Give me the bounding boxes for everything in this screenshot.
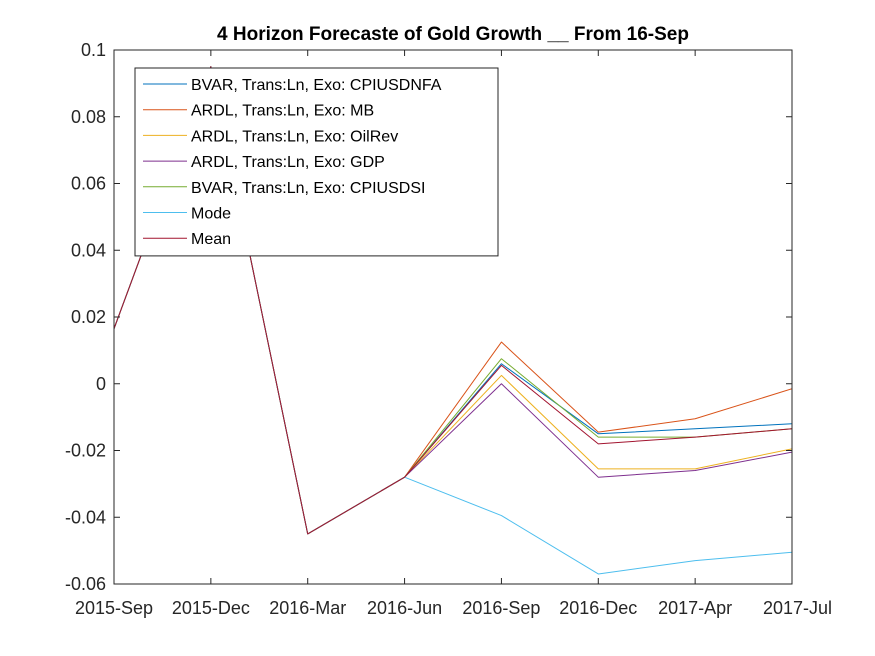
y-tick-label: 0.08 [71, 107, 106, 127]
x-tick-label: 2016-Dec [559, 598, 637, 618]
x-tick-label: 2017-Apr [658, 598, 732, 618]
y-tick-label: -0.06 [65, 574, 106, 594]
x-tick-label: 2016-Jun [367, 598, 442, 618]
chart-title: 4 Horizon Forecaste of Gold Growth __ Fr… [217, 24, 689, 45]
x-tick-label: 2017-Jul [763, 598, 832, 618]
y-tick-label: -0.02 [65, 441, 106, 461]
legend-entry-6: Mode [191, 206, 231, 223]
axes-layer: -0.06 -0.04 -0.02 0 0.02 0.04 0.06 0.08 0.1 2015-… [65, 40, 832, 618]
legend-entry-7: Mean [191, 231, 231, 248]
legend: BVAR, Trans:Ln, Exo: CPIUSDNFA ARDL, Tran… [134, 67, 499, 257]
y-tick-label: 0.06 [71, 174, 106, 194]
legend-entry-1: BVAR, Trans:Ln, Exo: CPIUSDNFA [191, 77, 442, 94]
legend-entry-4: ARDL, Trans:Ln, Exo: GDP [191, 154, 385, 171]
y-tick-label: -0.04 [65, 507, 106, 527]
y-tick-label: 0.02 [71, 307, 106, 327]
x-tick-label: 2016-Sep [462, 598, 540, 618]
y-tick-label: 0 [96, 374, 106, 394]
x-tick-label: 2015-Sep [75, 598, 153, 618]
legend-entry-2: ARDL, Trans:Ln, Exo: MB [191, 103, 374, 120]
x-tick-label: 2016-Mar [269, 598, 346, 618]
legend-entry-3: ARDL, Trans:Ln, Exo: OilRev [191, 128, 398, 145]
y-tick-label: 0.1 [81, 40, 106, 60]
legend-entry-5: BVAR, Trans:Ln, Exo: CPIUSDSI [191, 180, 425, 197]
x-tick-label: 2015-Dec [172, 598, 250, 618]
y-tick-label: 0.04 [71, 240, 106, 260]
legend-box [134, 67, 499, 257]
